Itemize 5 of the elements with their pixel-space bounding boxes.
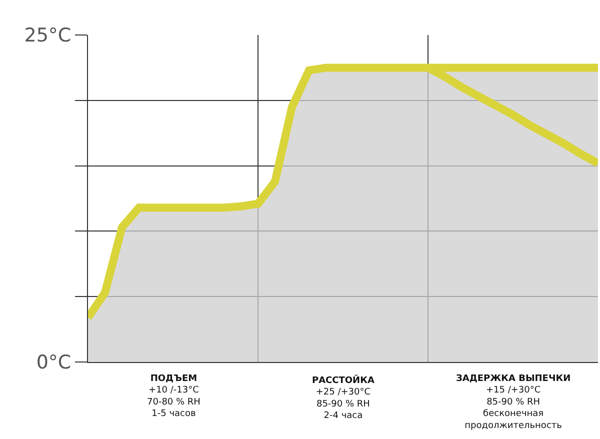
y-tick-label: 25°C: [24, 24, 72, 47]
text: ЗАДЕРЖКА ВЫПЕЧКИ +15 /+30°C 85-90 % RH бесконечная продолжительность: [456, 374, 571, 431]
y-tick-label: 0°C: [36, 352, 72, 374]
text: ПОДЪЕМ +10 /-13°C 70-80 % RH 1-5 часов: [147, 374, 200, 420]
text: РАССТОЙКА +25 /+30°C 85-90 % RH 2-4 часа: [312, 374, 374, 422]
